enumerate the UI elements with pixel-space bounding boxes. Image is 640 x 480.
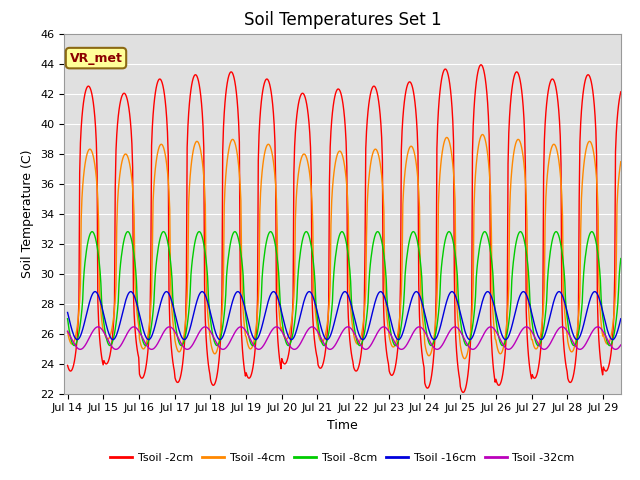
Tsoil -32cm — [556, 324, 564, 330]
Tsoil -32cm — [568, 338, 576, 344]
Tsoil -4cm — [157, 141, 165, 147]
Tsoil -32cm — [579, 345, 587, 351]
Tsoil -8cm — [562, 297, 570, 303]
Tsoil -8cm — [445, 229, 453, 235]
Tsoil -8cm — [158, 230, 166, 236]
Tsoil -16cm — [364, 327, 372, 333]
Tsoil -2cm — [477, 62, 484, 68]
Tsoil -2cm — [364, 117, 371, 123]
Tsoil -8cm — [64, 316, 72, 322]
Line: Tsoil -8cm: Tsoil -8cm — [68, 232, 621, 346]
Line: Tsoil -32cm: Tsoil -32cm — [68, 327, 621, 349]
Tsoil -8cm — [364, 300, 372, 306]
Tsoil -4cm — [461, 356, 468, 361]
Tsoil -16cm — [157, 298, 165, 303]
Line: Tsoil -4cm: Tsoil -4cm — [68, 134, 621, 359]
Tsoil -4cm — [556, 170, 564, 176]
Text: VR_met: VR_met — [70, 51, 122, 65]
Tsoil -16cm — [579, 324, 587, 330]
Tsoil -2cm — [460, 390, 467, 396]
Tsoil -2cm — [562, 360, 570, 365]
Tsoil -16cm — [617, 316, 625, 322]
Tsoil -8cm — [617, 256, 625, 262]
Tsoil -2cm — [568, 376, 576, 382]
Tsoil -2cm — [579, 92, 587, 97]
Legend: Tsoil -2cm, Tsoil -4cm, Tsoil -8cm, Tsoil -16cm, Tsoil -32cm: Tsoil -2cm, Tsoil -4cm, Tsoil -8cm, Tsoi… — [106, 448, 579, 467]
Y-axis label: Soil Temperature (C): Soil Temperature (C) — [22, 149, 35, 278]
Tsoil -16cm — [64, 310, 72, 315]
Line: Tsoil -16cm: Tsoil -16cm — [68, 292, 621, 339]
Line: Tsoil -2cm: Tsoil -2cm — [68, 65, 621, 393]
Tsoil -4cm — [562, 319, 570, 325]
Title: Soil Temperatures Set 1: Soil Temperatures Set 1 — [244, 11, 441, 29]
Tsoil -16cm — [568, 327, 575, 333]
Tsoil -32cm — [487, 324, 495, 330]
Tsoil -32cm — [157, 334, 165, 339]
Tsoil -8cm — [106, 343, 114, 348]
Tsoil -4cm — [64, 329, 72, 335]
Tsoil -2cm — [64, 362, 72, 368]
Tsoil -4cm — [617, 159, 625, 165]
Tsoil -8cm — [556, 239, 564, 245]
Tsoil -32cm — [64, 328, 72, 334]
Tsoil -32cm — [562, 326, 570, 332]
Tsoil -4cm — [568, 349, 576, 355]
X-axis label: Time: Time — [327, 419, 358, 432]
Tsoil -8cm — [568, 341, 576, 347]
Tsoil -8cm — [579, 282, 587, 288]
Tsoil -2cm — [556, 133, 564, 139]
Tsoil -32cm — [362, 347, 369, 352]
Tsoil -2cm — [617, 89, 625, 95]
Tsoil -32cm — [617, 342, 625, 348]
Tsoil -4cm — [364, 200, 371, 205]
Tsoil -4cm — [579, 171, 587, 177]
Tsoil -16cm — [573, 336, 580, 342]
Tsoil -16cm — [234, 289, 242, 295]
Tsoil -4cm — [479, 132, 486, 137]
Tsoil -16cm — [556, 289, 563, 295]
Tsoil -16cm — [561, 300, 568, 306]
Tsoil -32cm — [364, 346, 372, 351]
Tsoil -2cm — [157, 78, 165, 84]
